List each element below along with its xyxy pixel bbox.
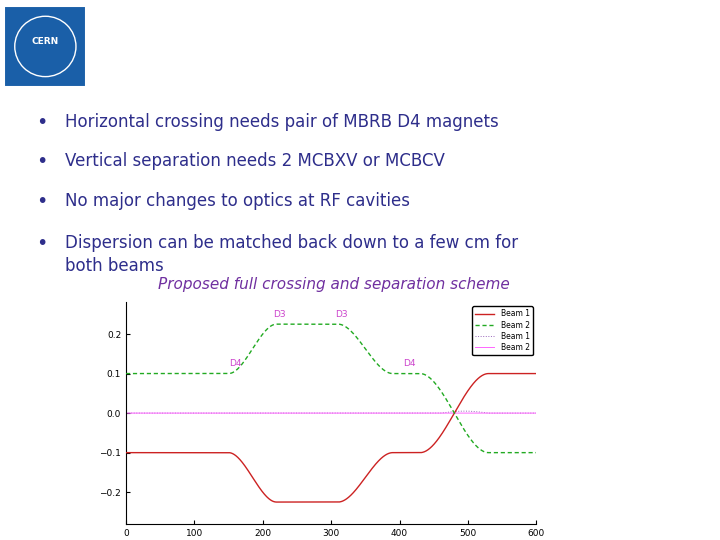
Text: Optics features in IP4: Optics features in IP4 — [233, 32, 573, 60]
Text: D4: D4 — [404, 360, 416, 368]
Text: D4: D4 — [229, 360, 242, 368]
Text: Dispersion can be matched back down to a few cm for
both beams: Dispersion can be matched back down to a… — [65, 234, 518, 274]
Text: No major changes to optics at RF cavities: No major changes to optics at RF cavitie… — [65, 192, 410, 210]
Text: •: • — [36, 113, 48, 132]
Bar — [4, 5, 86, 87]
Text: Proposed full crossing and separation scheme: Proposed full crossing and separation sc… — [158, 276, 510, 292]
Text: Vertical separation needs 2 MCBXV or MCBCV: Vertical separation needs 2 MCBXV or MCB… — [65, 152, 445, 171]
Text: •: • — [36, 192, 48, 211]
Text: •: • — [36, 234, 48, 253]
Text: Horizontal crossing needs pair of MBRB D4 magnets: Horizontal crossing needs pair of MBRB D… — [65, 113, 498, 131]
Legend: Beam 1, Beam 2, Beam 1, Beam 2: Beam 1, Beam 2, Beam 1, Beam 2 — [472, 306, 533, 355]
Text: D3: D3 — [335, 310, 348, 319]
Text: CERN: CERN — [32, 37, 59, 46]
Text: •: • — [36, 152, 48, 171]
Text: D3: D3 — [274, 310, 287, 319]
